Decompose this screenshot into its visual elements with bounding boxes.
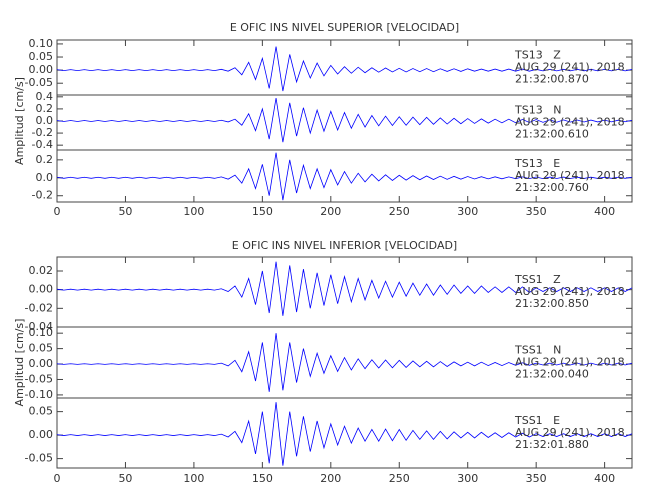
trace-annotation: 21:32:01.880 <box>515 438 589 451</box>
y-tick-label: 0.4 <box>36 90 54 103</box>
waveform <box>56 46 633 92</box>
trace-annotation: TS13 N <box>514 104 561 117</box>
trace-annotation: 21:32:00.850 <box>515 297 589 310</box>
chart-title: E OFIC INS NIVEL SUPERIOR [VELOCIDAD] <box>230 21 459 34</box>
y-tick-label: -0.2 <box>32 189 53 202</box>
waveform <box>56 152 633 201</box>
x-tick-label: 250 <box>389 205 410 218</box>
y-tick-label: 0.05 <box>29 405 54 418</box>
x-tick-label: 300 <box>457 472 478 485</box>
y-tick-label: -0.4 <box>32 138 53 151</box>
trace-annotation: TS13 Z <box>514 49 561 62</box>
trace-annotation: TSS1 Z <box>514 273 561 286</box>
y-tick-label: 0.05 <box>29 342 54 355</box>
y-axis-label: Amplitud [cm/s] <box>13 319 26 407</box>
y-tick-label: -0.05 <box>25 452 53 465</box>
trace-annotation: AUG 29 (241), 2018 <box>515 61 625 74</box>
trace-annotation: TSS1 E <box>514 414 560 427</box>
y-tick-label: -0.05 <box>25 76 53 89</box>
trace-annotation: AUG 29 (241), 2018 <box>515 116 625 129</box>
trace-annotation: AUG 29 (241), 2018 <box>515 356 625 369</box>
x-tick-label: 100 <box>183 205 204 218</box>
trace-annotation: 21:32:00.610 <box>515 128 589 141</box>
x-tick-label: 100 <box>183 472 204 485</box>
x-tick-label: 250 <box>389 472 410 485</box>
x-tick-label: 0 <box>54 205 61 218</box>
trace-annotation: AUG 29 (241), 2018 <box>515 285 625 298</box>
trace-annotation: TS13 E <box>514 157 560 170</box>
panel-frame <box>56 397 633 469</box>
trace-annotation: 21:32:00.040 <box>515 368 589 381</box>
panel-frame <box>56 149 633 203</box>
y-tick-label: 0.2 <box>36 102 54 115</box>
y-tick-label: 0.10 <box>29 326 54 339</box>
waveform <box>56 261 633 316</box>
x-tick-label: 400 <box>594 472 615 485</box>
y-tick-label: 0.00 <box>29 428 54 441</box>
x-tick-label: 350 <box>526 472 547 485</box>
trace-annotation: TSS1 N <box>514 344 561 357</box>
x-tick-label: 0 <box>54 472 61 485</box>
x-tick-label: 50 <box>118 472 132 485</box>
y-tick-label: -0.10 <box>25 388 53 401</box>
x-tick-label: 300 <box>457 205 478 218</box>
y-tick-label: 0.00 <box>29 283 54 296</box>
waveform <box>56 97 633 143</box>
waveform <box>56 333 633 392</box>
x-tick-label: 150 <box>252 205 273 218</box>
x-tick-label: 200 <box>320 205 341 218</box>
y-tick-label: -0.2 <box>32 126 53 139</box>
y-tick-label: -0.04 <box>25 320 53 333</box>
trace-annotation: 21:32:00.870 <box>515 73 589 86</box>
trace-annotation: AUG 29 (241), 2018 <box>515 426 625 439</box>
x-tick-label: 150 <box>252 472 273 485</box>
chart-title: E OFIC INS NIVEL INFERIOR [VELOCIDAD] <box>232 239 457 252</box>
x-tick-label: 400 <box>594 205 615 218</box>
y-tick-label: 0.2 <box>36 153 54 166</box>
trace-annotation: AUG 29 (241), 2018 <box>515 169 625 182</box>
x-tick-label: 50 <box>118 205 132 218</box>
x-tick-label: 200 <box>320 472 341 485</box>
trace-annotation: 21:32:00.760 <box>515 181 589 194</box>
y-tick-label: 0.0 <box>36 171 54 184</box>
y-tick-label: 0.0 <box>36 114 54 127</box>
y-tick-label: -0.02 <box>25 301 53 314</box>
y-axis-label: Amplitud [cm/s] <box>13 77 26 165</box>
y-tick-label: 0.05 <box>29 50 54 63</box>
waveform <box>56 402 633 466</box>
x-tick-label: 350 <box>526 205 547 218</box>
y-tick-label: 0.00 <box>29 63 54 76</box>
y-tick-label: 0.02 <box>29 264 54 277</box>
y-tick-label: -0.05 <box>25 372 53 385</box>
y-tick-label: 0.00 <box>29 357 54 370</box>
y-tick-label: 0.10 <box>29 37 54 50</box>
